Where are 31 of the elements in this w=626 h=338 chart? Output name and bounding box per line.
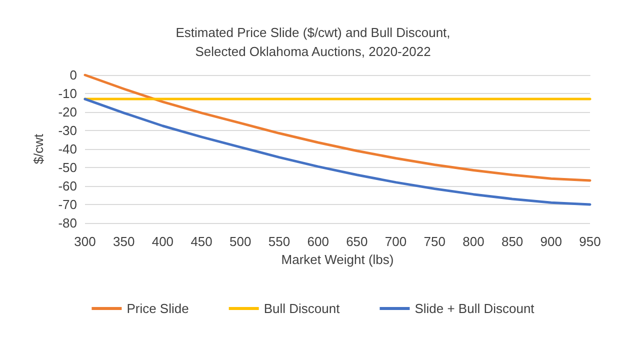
y-tick-label: -70 bbox=[58, 197, 77, 212]
y-tick-label: -30 bbox=[58, 123, 77, 138]
x-tick-label: 800 bbox=[462, 234, 484, 249]
x-tick-label: 900 bbox=[540, 234, 562, 249]
line-series bbox=[84, 74, 592, 182]
legend-label: Bull Discount bbox=[264, 301, 340, 316]
x-tick-label: 950 bbox=[579, 234, 601, 249]
y-tick-label: -60 bbox=[58, 178, 77, 194]
y-tick-label: -10 bbox=[58, 86, 77, 101]
y-tick-label: -40 bbox=[58, 142, 77, 156]
line-series bbox=[84, 98, 592, 206]
chart-title: Estimated Price Slide ($/cwt) and Bull Discount, Selected Oklahoma Auctions, 2020-2022 bbox=[176, 25, 450, 59]
y-tick-label: -80 bbox=[58, 216, 77, 230]
x-tick-label: 650 bbox=[346, 234, 368, 249]
y-axis-title: $/cwt bbox=[31, 133, 46, 164]
y-tick-label: -20 bbox=[58, 104, 77, 120]
x-tick-label: 750 bbox=[424, 234, 446, 249]
x-tick-label: 600 bbox=[307, 234, 329, 249]
x-tick-label: 700 bbox=[384, 234, 407, 249]
legend-label: Price Slide bbox=[126, 301, 189, 316]
x-tick-label: 500 bbox=[230, 234, 252, 249]
x-axis-title: Market Weight (lbs) bbox=[281, 252, 394, 267]
y-tick-label: 0 bbox=[70, 68, 77, 82]
x-tick-label: 400 bbox=[152, 234, 174, 249]
x-tick-label: 550 bbox=[268, 234, 290, 249]
legend-label: Slide + Bull Discount bbox=[414, 301, 535, 316]
x-tick-label: 300 bbox=[74, 234, 96, 249]
x-tick-label: 850 bbox=[501, 234, 524, 249]
y-tick-label: -50 bbox=[58, 160, 77, 175]
x-tick-label: 350 bbox=[112, 234, 135, 249]
x-tick-label: 450 bbox=[190, 234, 212, 249]
